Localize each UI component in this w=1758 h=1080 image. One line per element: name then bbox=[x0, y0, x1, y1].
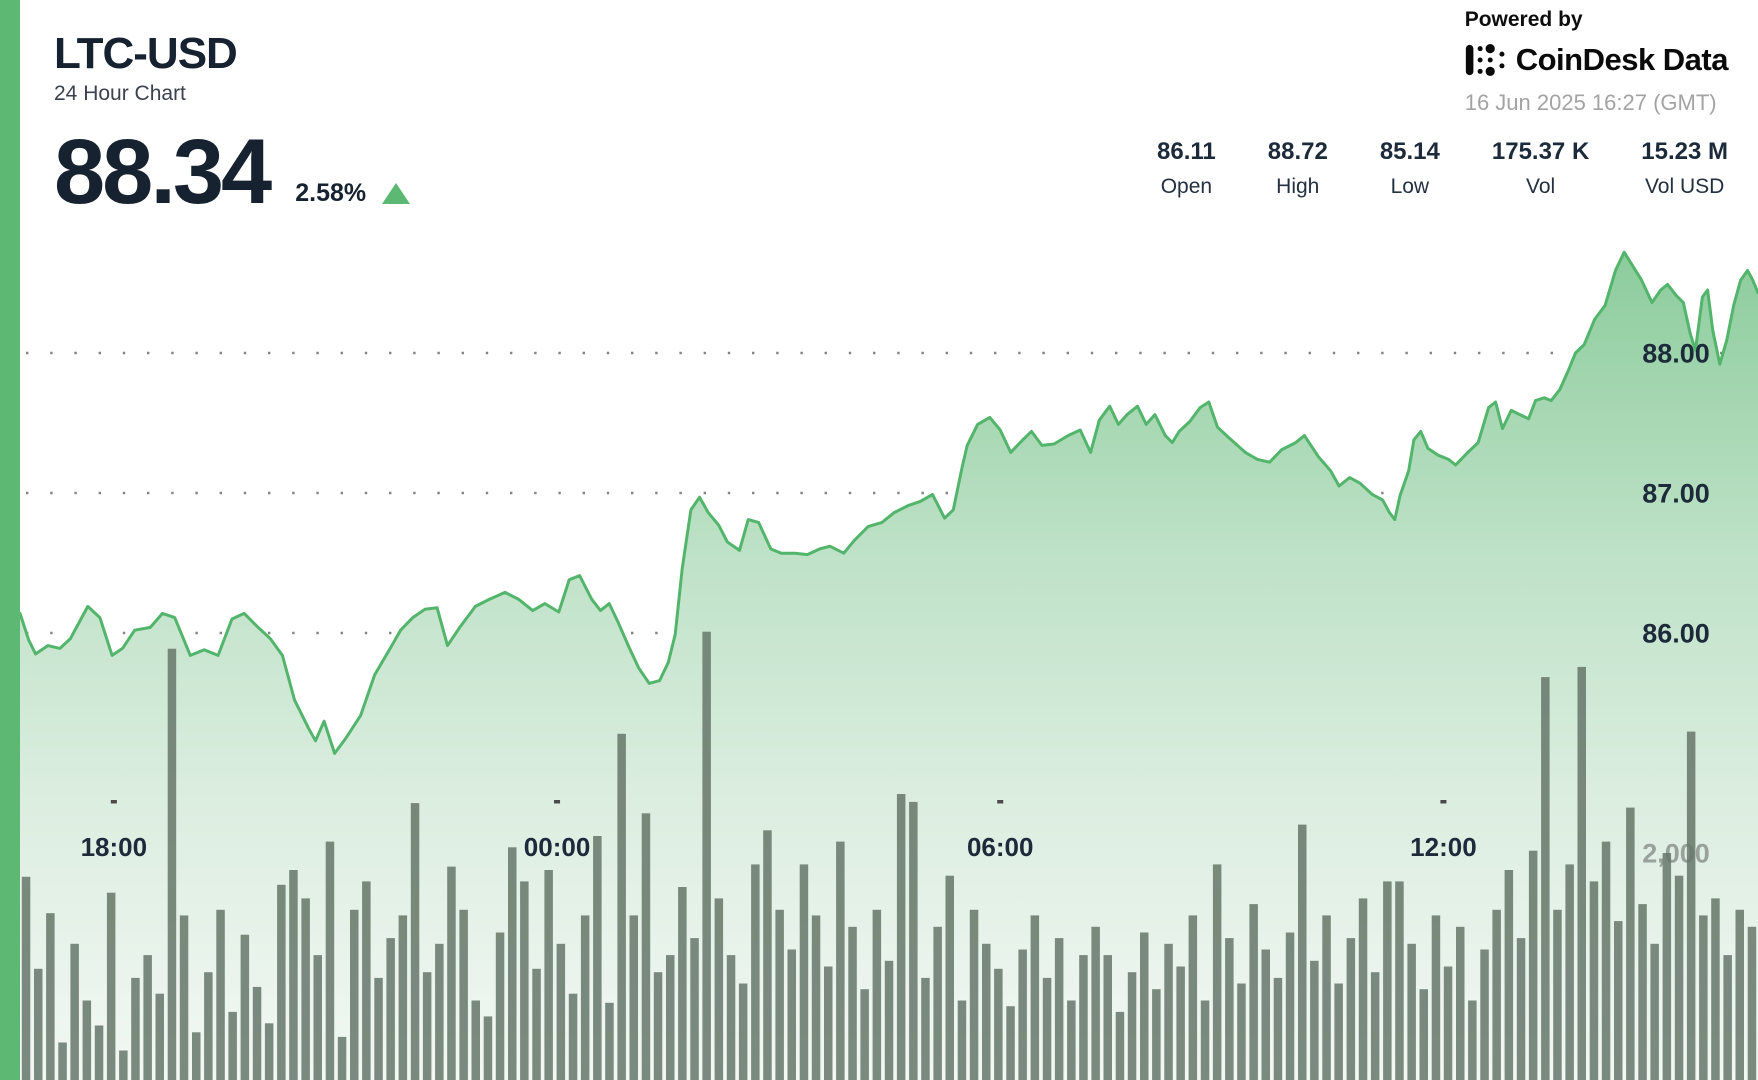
price-axis-label: 88.00 bbox=[1642, 339, 1710, 369]
stat-high-label: High bbox=[1276, 175, 1320, 198]
time-axis-label: 12:00 bbox=[1410, 832, 1477, 862]
stat-vol-usd: 15.23 M Vol USD bbox=[1641, 138, 1728, 199]
up-arrow-icon bbox=[382, 183, 411, 204]
price-axis-label: 86.00 bbox=[1642, 619, 1710, 649]
stat-high: 88.72 High bbox=[1268, 138, 1328, 199]
symbol-title: LTC-USD bbox=[54, 29, 238, 78]
stat-vol-label: Vol bbox=[1525, 175, 1556, 198]
price-axis-label: 87.00 bbox=[1642, 479, 1710, 509]
change-percent: 2.58% bbox=[295, 179, 367, 207]
chart-subtitle: 24 Hour Chart bbox=[54, 82, 186, 106]
provider-logo: CoinDesk Data bbox=[1465, 39, 1729, 81]
green-accent-edge-bar bbox=[0, 0, 20, 1080]
title-block: LTC-USD 24 Hour Chart bbox=[54, 29, 238, 106]
stat-vol-usd-value: 15.23 M bbox=[1641, 138, 1728, 165]
stats-row: 86.11 Open 88.72 High 85.14 Low 175.37 K… bbox=[1157, 138, 1728, 199]
stat-open-value: 86.11 bbox=[1157, 138, 1216, 165]
stat-open-label: Open bbox=[1160, 175, 1213, 198]
time-axis-label: 00:00 bbox=[524, 832, 591, 862]
current-price: 88.34 bbox=[54, 121, 272, 223]
provider-name: CoinDesk Data bbox=[1515, 42, 1729, 77]
volume-bars bbox=[21, 631, 1757, 1080]
powered-by-block: Powered by CoinDesk Data 16 Jun 2025 16:… bbox=[1464, 8, 1729, 116]
stat-low-label: Low bbox=[1390, 175, 1430, 198]
coindesk-logo-icon bbox=[1465, 39, 1507, 81]
stat-vol-value: 175.37 K bbox=[1491, 138, 1590, 165]
time-axis-label: 06:00 bbox=[967, 832, 1034, 862]
stat-open: 86.11 Open bbox=[1157, 138, 1216, 199]
powered-by-label: Powered by bbox=[1464, 8, 1583, 31]
stat-low: 85.14 Low bbox=[1380, 138, 1440, 199]
stat-high-value: 88.72 bbox=[1267, 138, 1328, 165]
stat-low-value: 85.14 bbox=[1379, 138, 1440, 165]
timestamp: 16 Jun 2025 16:27 (GMT) bbox=[1464, 90, 1717, 115]
price-row: 88.34 2.58% bbox=[54, 121, 411, 223]
stat-vol: 175.37 K Vol bbox=[1492, 138, 1589, 199]
stat-vol-usd-label: Vol USD bbox=[1644, 175, 1725, 198]
time-axis-label: 18:00 bbox=[81, 832, 148, 862]
change-indicator: 2.58% bbox=[295, 179, 411, 208]
volume-axis-label: 2,000 bbox=[1642, 839, 1710, 869]
